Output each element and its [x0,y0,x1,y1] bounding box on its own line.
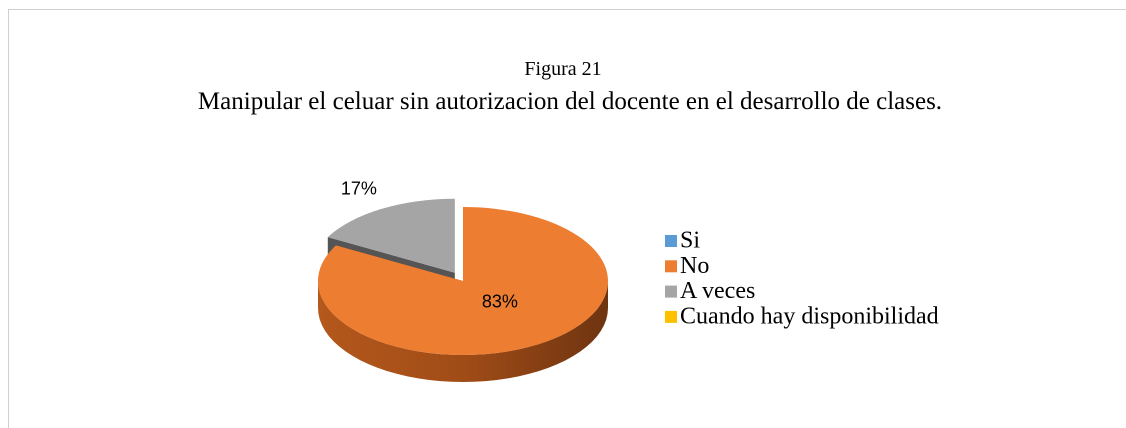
legend-label: A veces [680,278,755,304]
slice-wall [318,281,608,382]
data-label: 17% [341,179,377,199]
legend-label: Si [680,228,700,254]
legend-swatch [665,285,677,298]
chart-title: Manipular el celuar sin autorizacion del… [197,88,943,115]
chart-border [8,9,1126,428]
legend-swatch [665,260,677,273]
slice [327,198,455,273]
legend-swatch [665,235,677,247]
data-label: 83% [482,292,518,312]
chart-subtitle: Figura 21 [524,58,602,80]
legend-swatch [665,310,677,323]
legend-label: No [680,253,709,279]
legend-label: Cuando hay disponibilidad [680,303,939,329]
slice [317,207,608,356]
